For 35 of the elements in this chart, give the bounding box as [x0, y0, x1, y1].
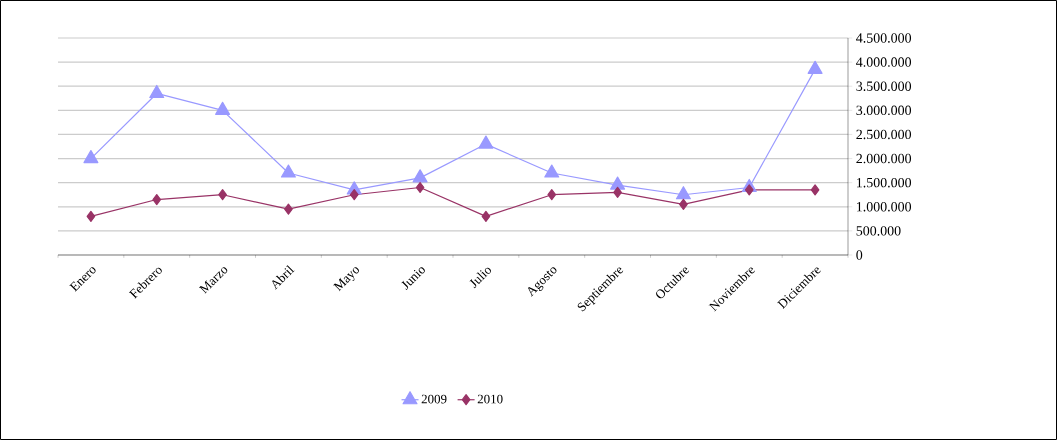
point [613, 186, 622, 198]
point [478, 135, 494, 149]
point [675, 186, 691, 200]
point [544, 164, 560, 178]
y-tick-label: 1.000.000 [857, 202, 912, 212]
point [810, 184, 820, 196]
point [86, 210, 96, 223]
point [610, 176, 626, 190]
point [280, 164, 296, 178]
point [284, 203, 293, 215]
point [349, 189, 359, 201]
y-tick-label: 2.500.000 [856, 129, 912, 140]
point [83, 149, 99, 164]
point [215, 101, 231, 115]
point [547, 189, 557, 201]
y-tick-label: 4.500.000 [856, 33, 912, 43]
point [218, 189, 227, 201]
y-tick-label: 0 [856, 250, 863, 260]
y-tick-label: 2.000.000 [856, 153, 912, 164]
y-tick-label: 3.500.000 [856, 81, 912, 91]
point [149, 84, 165, 99]
legend-label: 2010 [477, 394, 503, 404]
y-tick-label: 1.500.000 [857, 177, 912, 188]
legend-label: 2009 [421, 394, 447, 404]
point [481, 210, 491, 223]
y-tick-label: 3.000.000 [856, 105, 912, 116]
point [807, 60, 823, 74]
point [412, 169, 428, 183]
point [679, 198, 688, 210]
point [152, 193, 162, 206]
point [744, 184, 754, 196]
y-tick-label: 4.000.000 [856, 57, 912, 67]
point [415, 181, 425, 194]
x-tick-label: Julio [469, 267, 491, 289]
y-tick-label: 500.000 [856, 226, 901, 236]
